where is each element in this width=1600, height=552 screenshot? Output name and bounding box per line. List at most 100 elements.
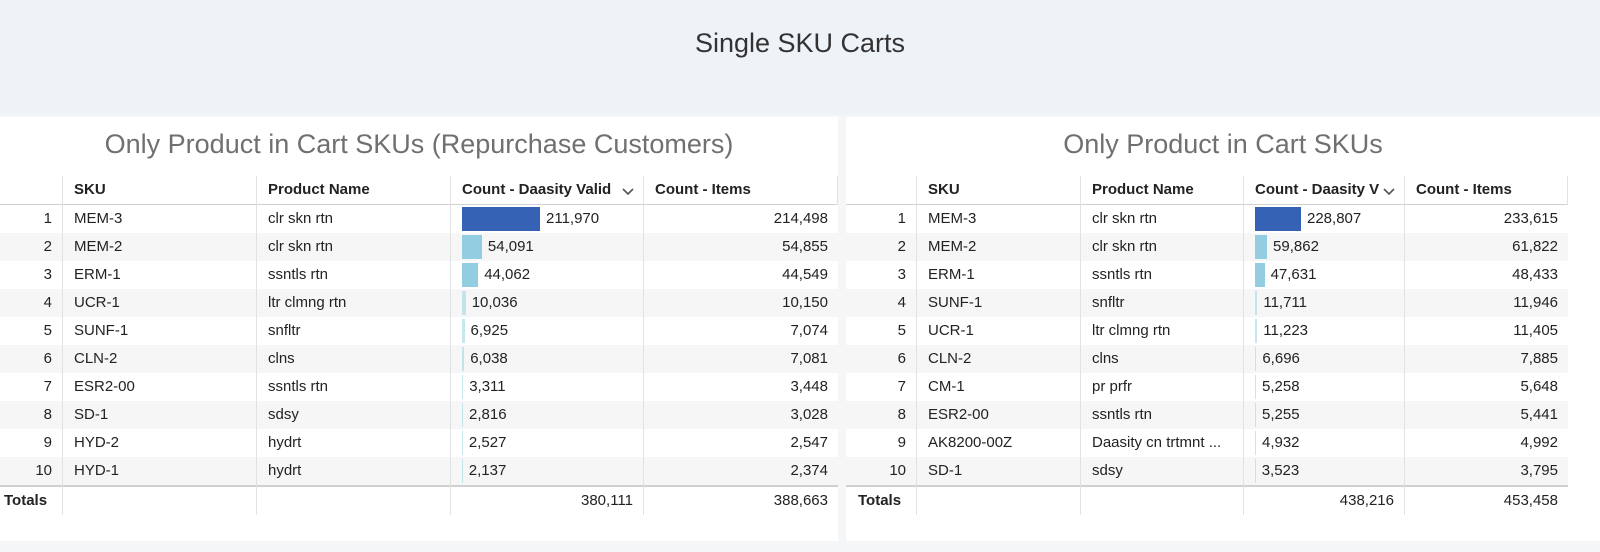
items-value: 5,648 [1520,378,1558,395]
row-stripe [0,457,838,485]
count-bar [1255,375,1257,399]
count-value: 3,311 [469,378,506,395]
sku: CLN-2 [74,350,118,367]
count-bar [462,431,463,455]
row-stripe [0,233,838,261]
items-value: 5,441 [1520,406,1558,423]
row-stripe [846,233,1568,261]
count-bar [1255,431,1256,455]
column-header: Product Name [268,181,370,198]
row-stripe [846,345,1568,373]
header-line [0,204,838,205]
sku: SD-1 [928,462,963,479]
totals-line [846,485,1568,487]
product-name: clr skn rtn [268,210,334,227]
row-index: 4 [43,294,52,311]
row-index: 1 [43,210,52,227]
count-value: 59,862 [1273,238,1319,255]
items-value: 7,074 [790,322,828,339]
items-value: 10,150 [782,294,828,311]
sku: ESR2-00 [74,378,135,395]
items-value: 3,448 [790,378,828,395]
panel-title: Only Product in Cart SKUs (Repurchase Cu… [104,129,734,159]
count-bar [1255,263,1265,287]
row-stripe [846,457,1568,485]
column-header: Count - Daasity V [1255,181,1380,198]
row-stripe [846,289,1568,317]
product-name: snfltr [1092,294,1125,311]
sku: ESR2-00 [928,406,989,423]
count-value: 2,137 [468,462,507,479]
totals-line [0,485,838,487]
row-index: 3 [897,266,906,283]
items-value: 54,855 [782,238,828,255]
count-value: 6,038 [470,350,508,367]
row-index: 6 [43,350,52,367]
row-stripe [0,289,838,317]
count-value: 5,258 [1262,378,1300,395]
count-value: 10,036 [471,294,518,311]
column-divider [1080,176,1081,515]
column-divider [256,176,257,515]
row-index: 4 [897,294,906,311]
product-name: ssntls rtn [268,266,329,283]
column-divider [1567,176,1568,205]
row-index: 2 [43,238,52,255]
sort-icon[interactable] [1382,187,1396,197]
items-value: 7,885 [1520,350,1558,367]
count-bar [1255,291,1258,315]
sku: MEM-2 [74,238,123,255]
items-value: 214,498 [773,210,828,227]
column-divider [1243,176,1244,515]
row-index: 9 [43,434,52,451]
count-bar [1255,207,1301,231]
row-index: 7 [43,378,52,395]
sku: MEM-3 [74,210,123,227]
count-value: 54,091 [487,238,534,255]
totals-count: 380,111 [581,492,633,509]
column-header: SKU [928,181,960,198]
column-divider [1404,176,1405,515]
dashboard-header: Single SKU Carts [0,0,1600,115]
count-value: 2,527 [468,434,507,451]
row-index: 10 [35,462,52,479]
column-header: Product Name [1092,181,1194,198]
row-stripe [0,345,838,373]
sort-icon[interactable] [621,187,635,197]
column-header: SKU [74,181,106,198]
count-value: 3,523 [1261,462,1300,479]
row-index: 2 [897,238,906,255]
items-value: 48,433 [1512,266,1558,283]
sku: CM-1 [928,378,965,395]
sku: AK8200-00Z [928,434,1013,451]
product-name: hydrt [268,434,302,451]
product-name: ltr clmng rtn [1092,322,1171,339]
totals-label: Totals [858,492,902,509]
row-index: 6 [897,350,906,367]
row-index: 8 [897,406,906,423]
column-divider [916,176,917,515]
items-value: 2,547 [790,434,828,451]
count-bar [462,375,464,399]
count-value: 228,807 [1307,210,1362,227]
sku: CLN-2 [928,350,972,367]
count-value: 211,970 [546,210,600,227]
product-name: clr skn rtn [1092,238,1158,255]
sku: ERM-1 [928,266,975,283]
product-name: Daasity cn trtmnt ... [1092,434,1222,451]
row-index: 5 [43,322,52,339]
column-header: Count - Items [655,181,751,198]
product-name: ssntls rtn [268,378,329,395]
count-bar [1255,347,1257,371]
items-value: 233,615 [1503,210,1558,227]
count-bar [462,207,540,231]
row-index: 7 [897,378,906,395]
product-name: clns [268,350,295,367]
column-divider [62,176,63,515]
count-bar [462,235,482,259]
product-name: ssntls rtn [1092,266,1153,283]
items-value: 4,992 [1520,434,1558,451]
product-name: clr skn rtn [268,238,334,255]
count-bar [462,459,463,483]
